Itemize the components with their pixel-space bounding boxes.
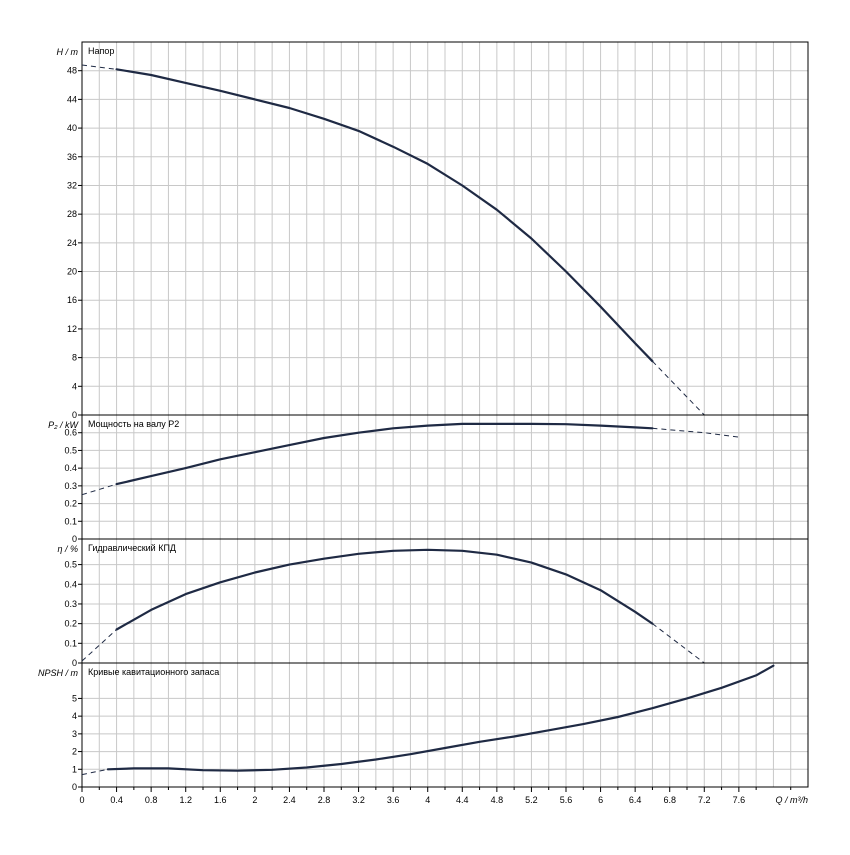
y-tick-label: 40 (67, 123, 77, 133)
y-tick-label: 8 (72, 353, 77, 363)
y-tick-label: 0 (72, 410, 77, 420)
y-axis-label: NPSH / m (38, 668, 79, 678)
x-tick-label: 4.8 (491, 795, 504, 805)
y-tick-label: 1 (72, 764, 77, 774)
x-tick-label: 0.4 (110, 795, 123, 805)
series-line (115, 68, 654, 363)
y-tick-label: 0.3 (64, 599, 77, 609)
panel-title: Мощность на валу P2 (88, 419, 179, 429)
x-tick-label: 2.8 (318, 795, 331, 805)
x-tick-label: 6.4 (629, 795, 642, 805)
y-tick-label: 0 (72, 658, 77, 668)
x-tick-label: 7.2 (698, 795, 711, 805)
series-dashed-start (81, 483, 117, 496)
series-dashed-end (652, 427, 739, 438)
series-dashed-start (81, 768, 109, 776)
x-tick-label: 3.6 (387, 795, 400, 805)
x-tick-label: 5.6 (560, 795, 573, 805)
x-axis-label: Q / m³/h (775, 795, 808, 805)
x-tick-label: 1.6 (214, 795, 227, 805)
y-tick-label: 16 (67, 295, 77, 305)
y-axis-label: η / % (57, 544, 78, 554)
y-tick-label: 48 (67, 66, 77, 76)
panel-title: Напор (88, 46, 114, 56)
series-dashed-start (81, 64, 117, 70)
x-tick-label: 2.4 (283, 795, 296, 805)
y-tick-label: 24 (67, 238, 77, 248)
series-dashed-start (81, 629, 117, 662)
y-tick-label: 0.5 (64, 445, 77, 455)
series-dashed-end (652, 360, 705, 416)
x-tick-label: 0 (79, 795, 84, 805)
y-tick-label: 0.4 (64, 463, 77, 473)
y-axis-label: P₂ / kW (48, 420, 79, 430)
y-tick-label: 3 (72, 729, 77, 739)
x-tick-label: 1.2 (179, 795, 192, 805)
y-tick-label: 0.4 (64, 579, 77, 589)
y-tick-label: 4 (72, 381, 77, 391)
series-dashed-end (652, 623, 705, 664)
series-line (115, 548, 654, 631)
series-line (115, 422, 654, 486)
y-tick-label: 0 (72, 534, 77, 544)
x-tick-label: 5.2 (525, 795, 538, 805)
x-tick-label: 6.8 (663, 795, 676, 805)
x-tick-label: 4 (425, 795, 430, 805)
y-tick-label: 0.6 (64, 428, 77, 438)
y-tick-label: 36 (67, 152, 77, 162)
panel-title: Кривые кавитационного запаса (88, 667, 219, 677)
y-tick-label: 0.1 (64, 516, 77, 526)
y-tick-label: 0.5 (64, 560, 77, 570)
x-tick-label: 6 (598, 795, 603, 805)
y-tick-label: 0.1 (64, 638, 77, 648)
y-tick-label: 20 (67, 267, 77, 277)
y-tick-label: 5 (72, 693, 77, 703)
x-tick-label: 3.2 (352, 795, 365, 805)
y-tick-label: 32 (67, 180, 77, 190)
x-tick-label: 7.6 (733, 795, 746, 805)
y-tick-label: 2 (72, 747, 77, 757)
x-tick-label: 2 (252, 795, 257, 805)
y-axis-label: H / m (57, 47, 79, 57)
panel-title: Гидравлический КПД (88, 543, 176, 553)
y-tick-label: 44 (67, 94, 77, 104)
y-tick-label: 0 (72, 782, 77, 792)
y-tick-label: 12 (67, 324, 77, 334)
x-tick-label: 4.4 (456, 795, 469, 805)
y-tick-label: 0.3 (64, 481, 77, 491)
series-line (106, 664, 775, 772)
y-tick-label: 0.2 (64, 619, 77, 629)
y-tick-label: 0.2 (64, 499, 77, 509)
x-tick-label: 0.8 (145, 795, 158, 805)
y-tick-label: 4 (72, 711, 77, 721)
y-tick-label: 28 (67, 209, 77, 219)
